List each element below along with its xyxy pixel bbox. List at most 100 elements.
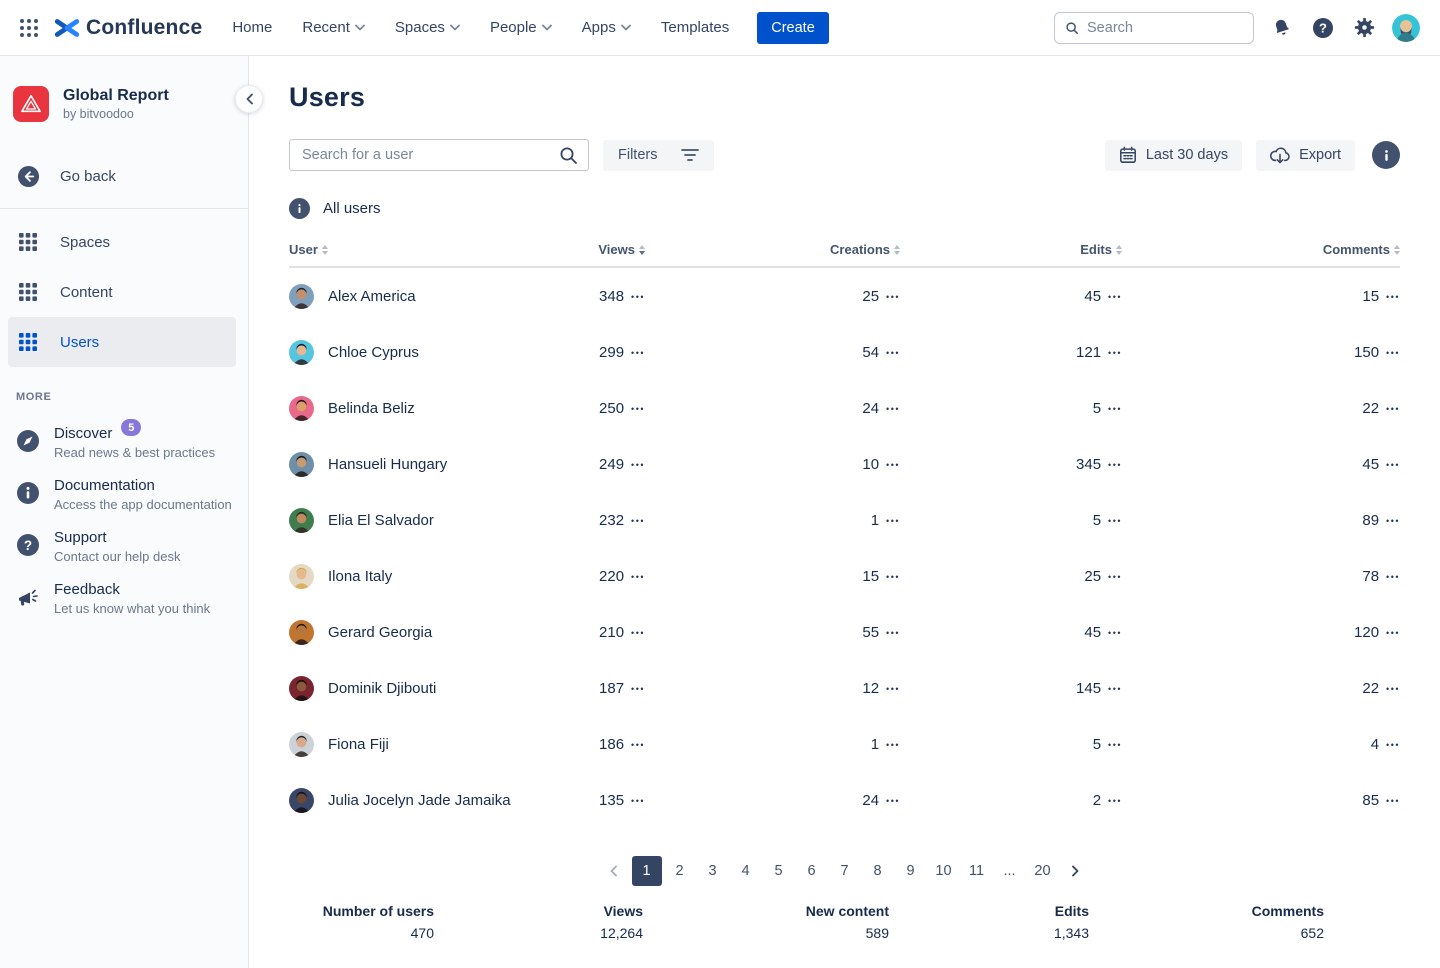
trend-dots[interactable]: ••• bbox=[1108, 459, 1122, 470]
notifications-bell-icon[interactable] bbox=[1269, 15, 1295, 41]
app-switcher-icon[interactable] bbox=[16, 15, 42, 41]
trend-dots[interactable]: ••• bbox=[886, 459, 900, 470]
sidebar-collapse-button[interactable] bbox=[235, 85, 263, 113]
go-back-button[interactable]: Go back bbox=[0, 152, 248, 200]
create-button[interactable]: Create bbox=[757, 11, 829, 44]
trend-dots[interactable]: ••• bbox=[1386, 627, 1400, 638]
global-search[interactable] bbox=[1054, 11, 1254, 44]
trend-dots[interactable]: ••• bbox=[886, 571, 900, 582]
trend-dots[interactable]: ••• bbox=[631, 403, 645, 414]
trend-dots[interactable]: ••• bbox=[631, 459, 645, 470]
page-number-button[interactable]: 10 bbox=[929, 856, 959, 886]
page-number-button[interactable]: 11 bbox=[962, 856, 992, 886]
user-search-input[interactable] bbox=[302, 147, 559, 163]
export-button[interactable]: Export bbox=[1256, 139, 1355, 171]
trend-dots[interactable]: ••• bbox=[1108, 347, 1122, 358]
trend-dots[interactable]: ••• bbox=[1108, 683, 1122, 694]
page-number-button[interactable]: 4 bbox=[731, 856, 761, 886]
top-nav-item[interactable]: People bbox=[490, 19, 552, 36]
column-header-creations[interactable]: Creations bbox=[645, 242, 900, 257]
table-row[interactable]: Julia Jocelyn Jade Jamaika 135 ••• 24 ••• … bbox=[289, 772, 1400, 828]
table-row[interactable]: Alex America 348 ••• 25 ••• 45 ••• 15 ••• bbox=[289, 268, 1400, 324]
sidebar-nav-item[interactable]: Users bbox=[8, 317, 236, 367]
prev-page-button[interactable] bbox=[599, 856, 629, 886]
page-number-button[interactable]: 5 bbox=[764, 856, 794, 886]
trend-dots[interactable]: ••• bbox=[631, 571, 645, 582]
trend-dots[interactable]: ••• bbox=[631, 683, 645, 694]
table-row[interactable]: Elia El Salvador 232 ••• 1 ••• 5 ••• 89 ••• bbox=[289, 492, 1400, 548]
column-header-edits[interactable]: Edits bbox=[900, 242, 1122, 257]
trend-dots[interactable]: ••• bbox=[1386, 291, 1400, 302]
trend-dots[interactable]: ••• bbox=[886, 403, 900, 414]
sidebar-nav-item[interactable]: Content bbox=[0, 267, 248, 317]
trend-dots[interactable]: ••• bbox=[886, 683, 900, 694]
table-row[interactable]: Dominik Djibouti 187 ••• 12 ••• 145 ••• 22 •… bbox=[289, 660, 1400, 716]
trend-dots[interactable]: ••• bbox=[886, 291, 900, 302]
trend-dots[interactable]: ••• bbox=[886, 347, 900, 358]
trend-dots[interactable]: ••• bbox=[886, 627, 900, 638]
trend-dots[interactable]: ••• bbox=[631, 739, 645, 750]
page-number-button[interactable]: 7 bbox=[830, 856, 860, 886]
page-number-button[interactable]: 9 bbox=[896, 856, 926, 886]
sidebar-more-item[interactable]: ? Support Contact our help desk bbox=[0, 521, 248, 573]
trend-dots[interactable]: ••• bbox=[1386, 347, 1400, 358]
page-number-button[interactable]: ... bbox=[995, 856, 1025, 886]
table-row[interactable]: Ilona Italy 220 ••• 15 ••• 25 ••• 78 ••• bbox=[289, 548, 1400, 604]
page-number-button[interactable]: 8 bbox=[863, 856, 893, 886]
trend-dots[interactable]: ••• bbox=[1386, 739, 1400, 750]
top-nav-item[interactable]: Templates bbox=[661, 19, 729, 36]
trend-dots[interactable]: ••• bbox=[1108, 571, 1122, 582]
column-header-views[interactable]: Views bbox=[579, 242, 645, 257]
sidebar-nav-item[interactable]: Spaces bbox=[0, 217, 248, 267]
table-row[interactable]: Gerard Georgia 210 ••• 55 ••• 45 ••• 120 ••• bbox=[289, 604, 1400, 660]
user-search-box[interactable] bbox=[289, 139, 589, 171]
trend-dots[interactable]: ••• bbox=[1108, 627, 1122, 638]
trend-dots[interactable]: ••• bbox=[1386, 795, 1400, 806]
table-row[interactable]: Hansueli Hungary 249 ••• 10 ••• 345 ••• 45 •… bbox=[289, 436, 1400, 492]
trend-dots[interactable]: ••• bbox=[1108, 403, 1122, 414]
help-icon[interactable]: ? bbox=[1310, 15, 1336, 41]
trend-dots[interactable]: ••• bbox=[1386, 683, 1400, 694]
page-number-button[interactable]: 1 bbox=[631, 856, 662, 886]
trend-dots[interactable]: ••• bbox=[631, 627, 645, 638]
page-number-button[interactable]: 3 bbox=[698, 856, 728, 886]
user-avatar[interactable] bbox=[1392, 13, 1420, 42]
top-nav-item[interactable]: Recent bbox=[302, 19, 365, 36]
trend-dots[interactable]: ••• bbox=[886, 739, 900, 750]
next-page-button[interactable] bbox=[1061, 856, 1091, 886]
trend-dots[interactable]: ••• bbox=[1386, 459, 1400, 470]
page-number-button[interactable]: 20 bbox=[1028, 856, 1058, 886]
confluence-logo[interactable]: Confluence bbox=[54, 16, 202, 40]
date-range-button[interactable]: Last 30 days bbox=[1104, 139, 1243, 171]
table-row[interactable]: Belinda Beliz 250 ••• 24 ••• 5 ••• 22 ••• bbox=[289, 380, 1400, 436]
page-number-button[interactable]: 2 bbox=[665, 856, 695, 886]
trend-dots[interactable]: ••• bbox=[1386, 571, 1400, 582]
settings-gear-icon[interactable] bbox=[1351, 15, 1377, 41]
column-header-user[interactable]: User bbox=[289, 242, 579, 257]
report-info-button[interactable] bbox=[1372, 141, 1400, 169]
trend-dots[interactable]: ••• bbox=[631, 347, 645, 358]
trend-dots[interactable]: ••• bbox=[631, 795, 645, 806]
page-number-button[interactable]: 6 bbox=[797, 856, 827, 886]
table-row[interactable]: Chloe Cyprus 299 ••• 54 ••• 121 ••• 150 ••• bbox=[289, 324, 1400, 380]
filters-button[interactable]: Filters bbox=[603, 139, 715, 171]
trend-dots[interactable]: ••• bbox=[1108, 515, 1122, 526]
trend-dots[interactable]: ••• bbox=[1386, 403, 1400, 414]
top-nav-item[interactable]: Apps bbox=[582, 19, 631, 36]
trend-dots[interactable]: ••• bbox=[631, 515, 645, 526]
top-nav-item[interactable]: Home bbox=[232, 19, 272, 36]
trend-dots[interactable]: ••• bbox=[1108, 795, 1122, 806]
trend-dots[interactable]: ••• bbox=[1386, 515, 1400, 526]
sidebar-more-item[interactable]: ? Feedback Let us know what you thi bbox=[0, 573, 248, 625]
trend-dots[interactable]: ••• bbox=[886, 795, 900, 806]
sidebar-more-item[interactable]: ? Discover 5 Read news & best practi bbox=[0, 417, 248, 469]
sidebar-more-item[interactable]: ? Documentation Access the app docu bbox=[0, 469, 248, 521]
trend-dots[interactable]: ••• bbox=[1108, 291, 1122, 302]
top-nav-item[interactable]: Spaces bbox=[395, 19, 460, 36]
trend-dots[interactable]: ••• bbox=[886, 515, 900, 526]
global-search-input[interactable] bbox=[1087, 19, 1243, 36]
trend-dots[interactable]: ••• bbox=[631, 291, 645, 302]
table-row[interactable]: Fiona Fiji 186 ••• 1 ••• 5 ••• 4 ••• bbox=[289, 716, 1400, 772]
trend-dots[interactable]: ••• bbox=[1108, 739, 1122, 750]
column-header-comments[interactable]: Comments bbox=[1122, 242, 1400, 257]
